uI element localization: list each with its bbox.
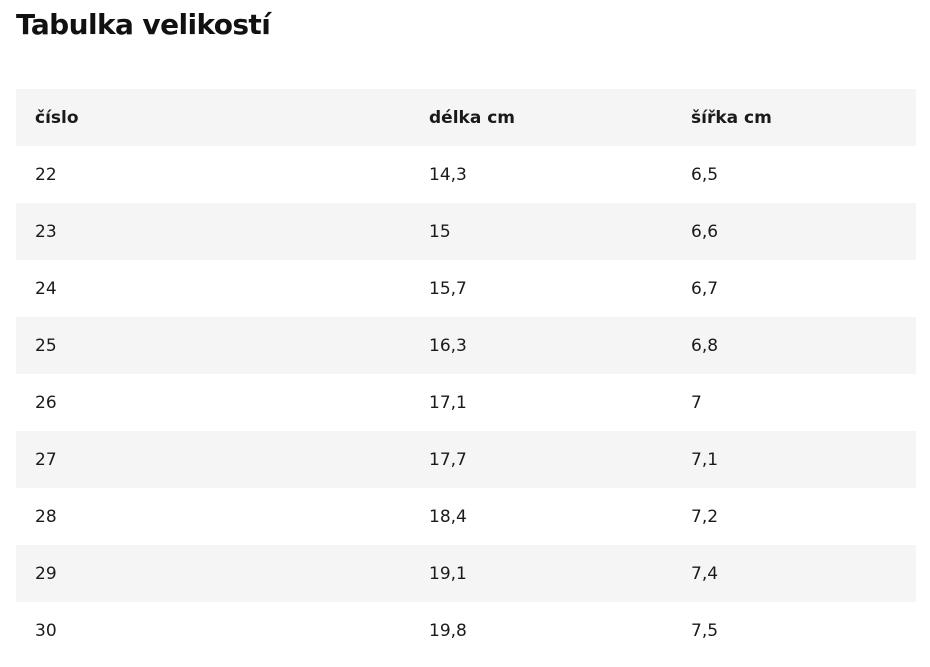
cell-length-cm: 17,7: [429, 449, 467, 470]
cell-size-number: 24: [35, 278, 57, 299]
cell-length-cm: 14,3: [429, 164, 467, 185]
column-header-width-cm: šířka cm: [691, 107, 772, 128]
column-header-size-number: číslo: [35, 107, 79, 128]
cell-width-cm: 7: [691, 392, 702, 413]
cell-length-cm: 15: [429, 221, 451, 242]
table-row: 24 15,7 6,7: [16, 260, 916, 317]
table-row: 29 19,1 7,4: [16, 545, 916, 602]
cell-length-cm: 17,1: [429, 392, 467, 413]
cell-size-number: 27: [35, 449, 57, 470]
cell-length-cm: 18,4: [429, 506, 467, 527]
cell-size-number: 29: [35, 563, 57, 584]
cell-width-cm: 6,8: [691, 335, 719, 356]
cell-width-cm: 7,1: [691, 449, 719, 470]
cell-width-cm: 6,7: [691, 278, 719, 299]
cell-size-number: 26: [35, 392, 57, 413]
cell-width-cm: 7,2: [691, 506, 719, 527]
cell-length-cm: 15,7: [429, 278, 467, 299]
cell-width-cm: 7,5: [691, 620, 719, 641]
cell-size-number: 25: [35, 335, 57, 356]
cell-length-cm: 16,3: [429, 335, 467, 356]
cell-width-cm: 6,5: [691, 164, 719, 185]
cell-length-cm: 19,1: [429, 563, 467, 584]
size-table: číslo délka cm šířka cm 22 14,3 6,5 23 1…: [16, 89, 916, 659]
cell-size-number: 23: [35, 221, 57, 242]
cell-length-cm: 19,8: [429, 620, 467, 641]
cell-size-number: 30: [35, 620, 57, 641]
table-row: 26 17,1 7: [16, 374, 916, 431]
table-row: 28 18,4 7,2: [16, 488, 916, 545]
cell-width-cm: 6,6: [691, 221, 719, 242]
cell-size-number: 28: [35, 506, 57, 527]
page-title: Tabulka velikostí: [16, 8, 271, 41]
table-row: 30 19,8 7,5: [16, 602, 916, 659]
table-row: 25 16,3 6,8: [16, 317, 916, 374]
table-row: 22 14,3 6,5: [16, 146, 916, 203]
table-row: 27 17,7 7,1: [16, 431, 916, 488]
table-row: 23 15 6,6: [16, 203, 916, 260]
table-header-row: číslo délka cm šířka cm: [16, 89, 916, 146]
cell-size-number: 22: [35, 164, 57, 185]
cell-width-cm: 7,4: [691, 563, 719, 584]
column-header-length-cm: délka cm: [429, 107, 516, 128]
